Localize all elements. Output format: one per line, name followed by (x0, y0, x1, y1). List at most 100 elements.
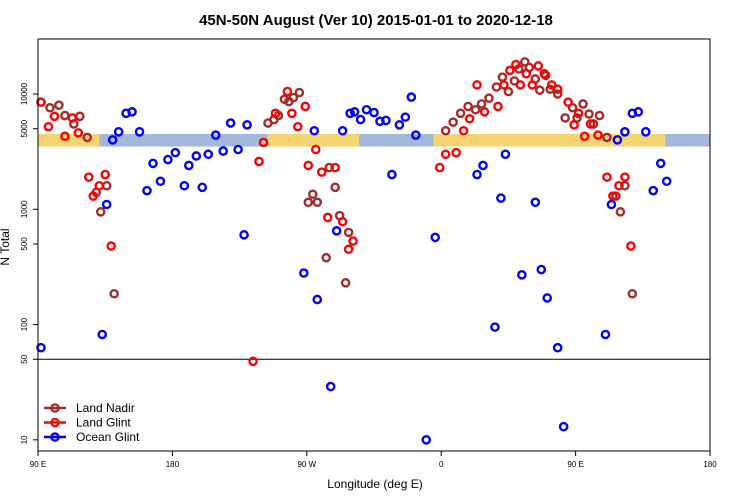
ocean-glint-point (633, 107, 644, 117)
land-glint-point (434, 162, 445, 173)
land-nadir-point (560, 113, 570, 123)
land-glint-point (585, 119, 596, 129)
ocean-glint-point (558, 421, 569, 432)
land-glint-point (282, 86, 293, 97)
x-axis-label: Longitude (deg E) (327, 477, 422, 491)
land-glint-point (539, 68, 550, 79)
band-segment (267, 133, 360, 147)
ocean-glint-point (430, 232, 441, 243)
ocean-glint-point (331, 226, 342, 236)
land-glint-point (287, 108, 297, 119)
y-axis: 10 50 100 500 1000 5000 10000 (20, 82, 38, 444)
land-glint-point (499, 80, 509, 90)
land-nadir-point (448, 117, 458, 127)
land-glint-point (505, 65, 515, 76)
ocean-glint-point (387, 169, 397, 180)
land-nadir-point (491, 82, 502, 92)
land-glint-point (626, 241, 636, 251)
land-nadir-point (534, 85, 545, 95)
land-glint-point (43, 121, 54, 132)
ocean-glint-point (600, 329, 611, 340)
ocean-glint-point (655, 158, 666, 169)
land-nadir-point (615, 207, 626, 217)
land-glint-point (440, 149, 451, 160)
ocean-glint-point (179, 180, 190, 191)
ocean-glint-point (530, 197, 541, 208)
land-glint-point (552, 84, 563, 95)
ocean-glint-point (309, 125, 320, 136)
ocean-glint-point (411, 130, 421, 140)
ocean-glint-point (191, 151, 202, 161)
land-glint-point (620, 172, 630, 182)
ocean-glint-point (233, 144, 243, 155)
ocean-glint-point (225, 118, 236, 128)
land-glint-point (73, 128, 84, 138)
x-tick-label: 180 (166, 460, 180, 469)
ocean-glint-point (170, 147, 181, 158)
ocean-glint-point (218, 146, 228, 156)
land-nadir-point (620, 180, 630, 191)
ocean-glint-point (163, 154, 173, 165)
land-nadir-point (60, 110, 70, 121)
band-segment (665, 133, 710, 147)
land-nadir-point (340, 278, 351, 288)
land-glint-point (270, 108, 281, 119)
land-nadir-point (45, 102, 55, 113)
data-coverage-band (38, 133, 710, 147)
land-nadir-point (594, 110, 605, 121)
land-glint-point (36, 97, 46, 107)
land-glint-point (330, 162, 340, 173)
chart-title: 45N-50N August (Ver 10) 2015-01-01 to 20… (199, 12, 553, 29)
ocean-glint-point (107, 135, 118, 145)
land-nadir-point (307, 189, 318, 200)
land-nadir-point (324, 162, 335, 173)
ocean-glint-point (142, 185, 152, 196)
ocean-glint-point (400, 112, 411, 122)
plot-area-frame (37, 38, 711, 452)
land-glint-point (100, 169, 110, 180)
land-glint-point (527, 80, 538, 90)
land-nadir-point (497, 72, 508, 82)
land-glint-point (451, 147, 461, 158)
land-glint-point (493, 101, 503, 112)
land-glint-point (254, 156, 264, 167)
land-nadir-point (54, 100, 64, 110)
ocean-glint-point (381, 115, 391, 126)
land-nadir-point (330, 182, 340, 193)
land-nadir-point (95, 207, 106, 217)
land-nadir-point (584, 109, 594, 119)
land-glint-point (49, 111, 60, 122)
land-nadir-point (294, 87, 305, 98)
ocean-glint-point (355, 114, 366, 125)
ocean-glint-point (517, 270, 527, 280)
land-glint-point (248, 356, 258, 367)
ocean-glint-point (349, 107, 360, 117)
land-glint-point (479, 107, 490, 117)
y-tick-label: 10000 (20, 82, 29, 105)
land-glint-point (546, 80, 557, 90)
ocean-glint-point (552, 342, 563, 353)
land-nadir-point (470, 104, 481, 115)
legend-marker (50, 432, 60, 442)
land-glint-point (258, 137, 269, 148)
ocean-glint-point (500, 149, 511, 160)
ocean-glint-point (210, 130, 221, 140)
land-nadir-point (476, 99, 487, 109)
land-glint-point (106, 241, 116, 251)
ocean-glint-point (155, 176, 166, 187)
legend-marker (50, 403, 60, 413)
land-nadir-point (440, 125, 451, 136)
y-tick-label: 100 (20, 317, 29, 331)
land-nadir-point (484, 93, 494, 103)
land-glint-point (67, 113, 78, 123)
y-tick-label: 10 (20, 435, 29, 444)
land-glint-point (579, 131, 590, 142)
land-nadir-point (321, 252, 332, 263)
land-glint-point (293, 121, 303, 132)
land-nadir-point (567, 102, 578, 113)
ocean-glint-point (312, 294, 323, 305)
land-glint-point (515, 80, 526, 90)
ocean-glint-point (612, 135, 623, 145)
ocean-glint-point (361, 104, 372, 115)
x-tick-label: 90 E (30, 460, 46, 469)
